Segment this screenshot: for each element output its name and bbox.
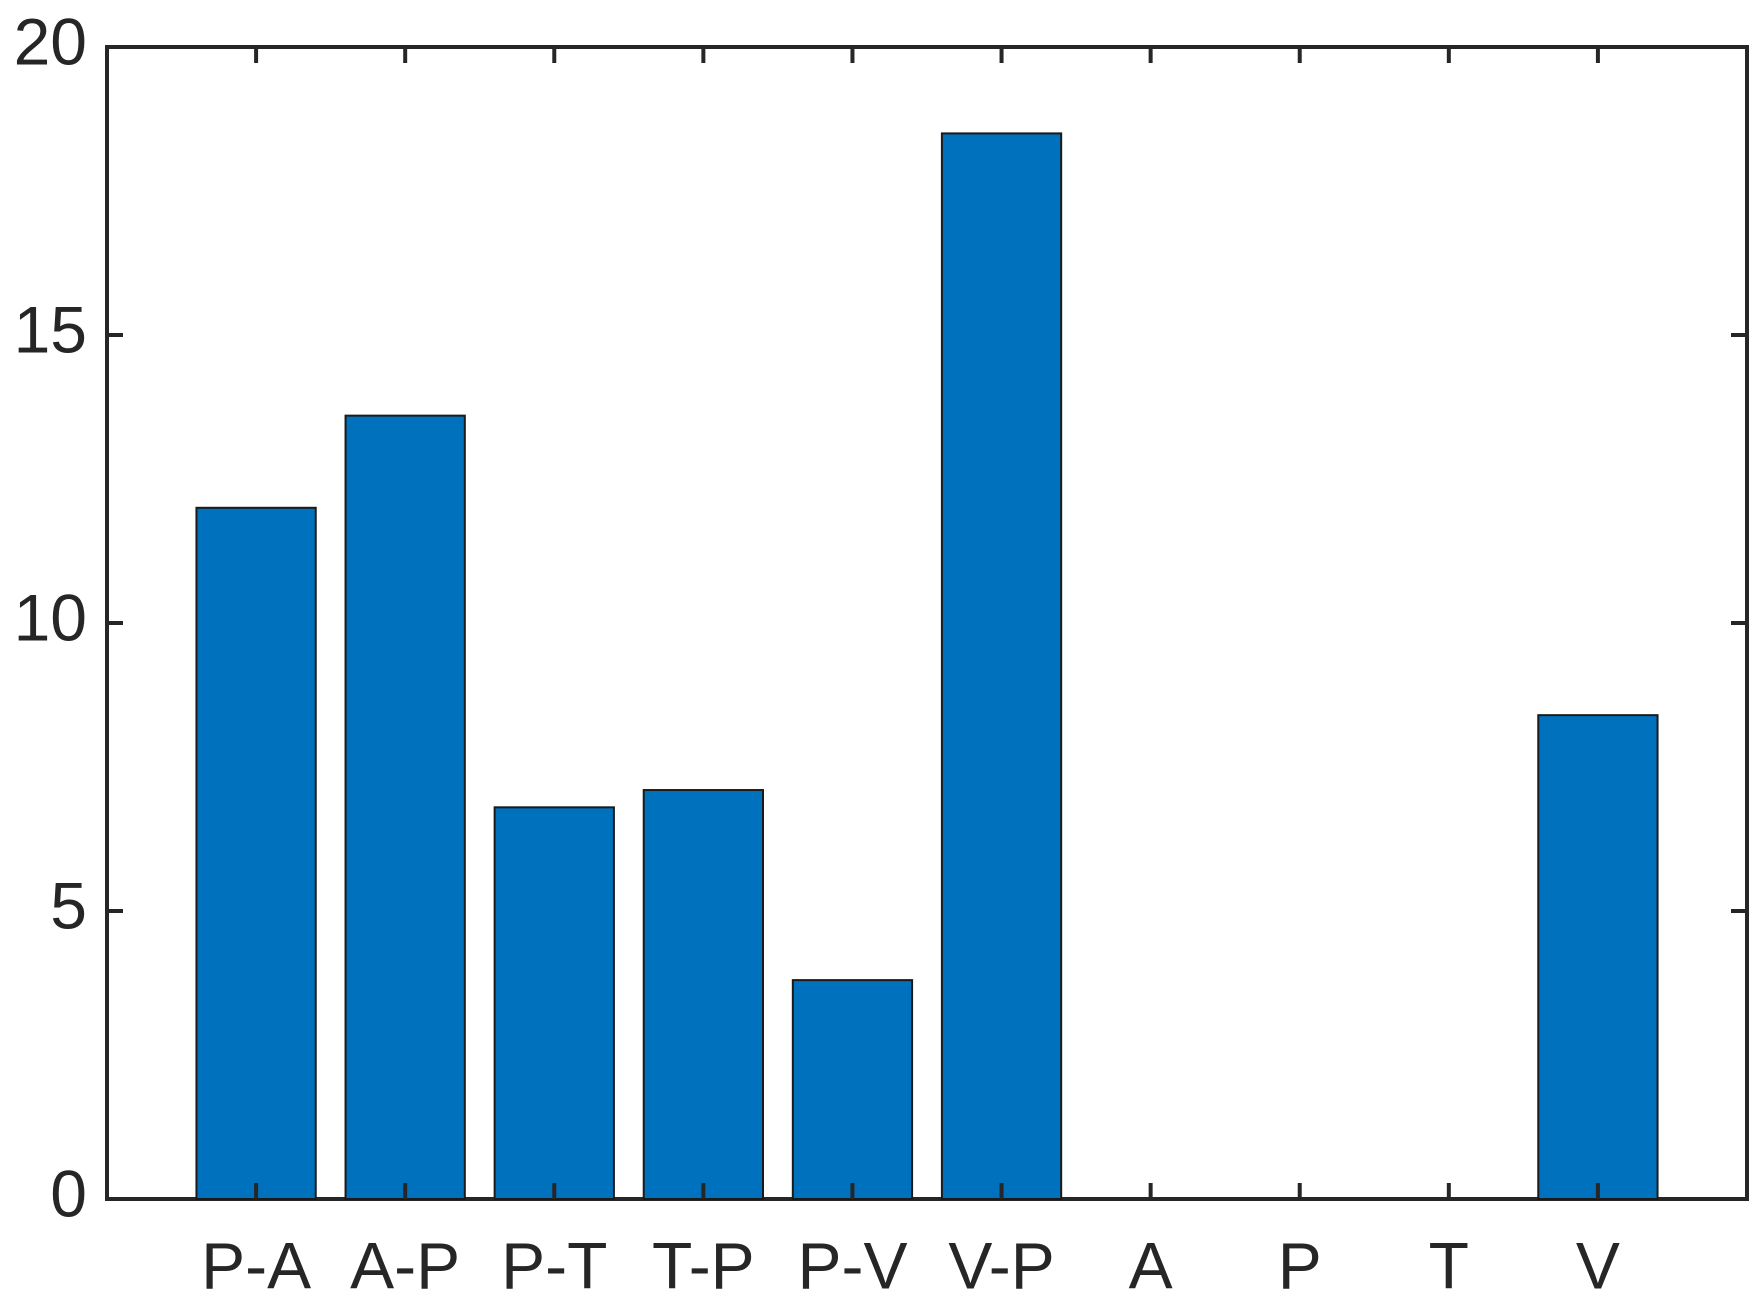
bar	[642, 789, 765, 1200]
y-tick-label: 5	[50, 868, 87, 942]
x-tick-label: A	[1129, 1228, 1173, 1302]
x-tick-label: P	[1278, 1228, 1322, 1302]
y-tick-label: 10	[14, 580, 87, 654]
x-tick-label: V	[1576, 1228, 1620, 1302]
x-tick-label: P-V	[797, 1228, 907, 1302]
x-tick-label: P-T	[501, 1228, 607, 1302]
y-tick-label: 20	[14, 4, 87, 78]
x-tick-label: V-P	[948, 1228, 1054, 1302]
bar	[344, 414, 466, 1200]
x-tick-label: T	[1429, 1228, 1469, 1302]
x-tick-label: T-P	[652, 1228, 755, 1302]
y-tick-label: 0	[50, 1156, 87, 1230]
bar	[940, 132, 1063, 1200]
bar	[493, 806, 615, 1200]
bar	[791, 979, 914, 1200]
y-tick-label: 15	[14, 292, 87, 366]
x-tick-label: A-P	[350, 1228, 460, 1302]
x-tick-label: P-A	[201, 1228, 311, 1302]
bar	[1537, 714, 1659, 1200]
bar	[195, 506, 317, 1200]
